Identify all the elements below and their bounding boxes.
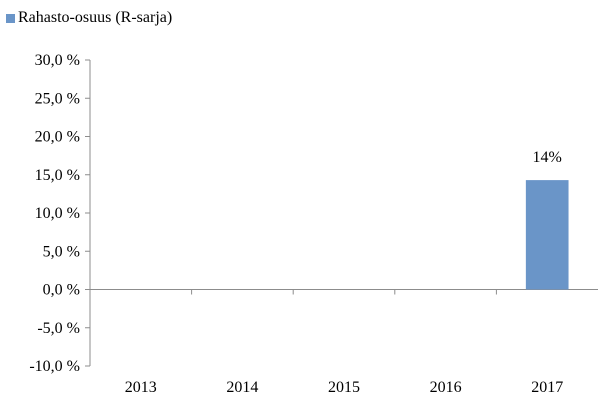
y-tick-label: 30,0 %	[35, 52, 80, 69]
y-tick-label: 5,0 %	[43, 243, 80, 260]
x-tick-label: 2013	[125, 379, 157, 396]
y-tick-label: 10,0 %	[35, 205, 80, 222]
legend: Rahasto-osuus (R-sarja)	[6, 8, 172, 28]
legend-label: Rahasto-osuus (R-sarja)	[18, 9, 173, 26]
bars	[525, 180, 569, 290]
bar-data-label: 14%	[533, 149, 562, 166]
bar	[525, 180, 569, 290]
y-tick-label: 25,0 %	[35, 90, 80, 107]
x-tick-label: 2016	[430, 379, 462, 396]
y-tick-label: -10,0 %	[29, 358, 80, 375]
labels: 30,0 % 25,0 % 20,0 % 15,0 % 10,0 % 5,0 % 0,0 %…	[29, 52, 563, 396]
x-tick-label: 2017	[531, 379, 563, 396]
y-tick-label: 0,0 %	[43, 282, 80, 299]
axes	[85, 59, 598, 367]
y-tick-label: -5,0 %	[37, 320, 80, 337]
y-tick-label: 20,0 %	[35, 129, 80, 146]
y-tick-label: 15,0 %	[35, 167, 80, 184]
legend-swatch	[6, 13, 15, 23]
x-tick-label: 2015	[328, 379, 360, 396]
x-tick-label: 2014	[226, 379, 258, 396]
